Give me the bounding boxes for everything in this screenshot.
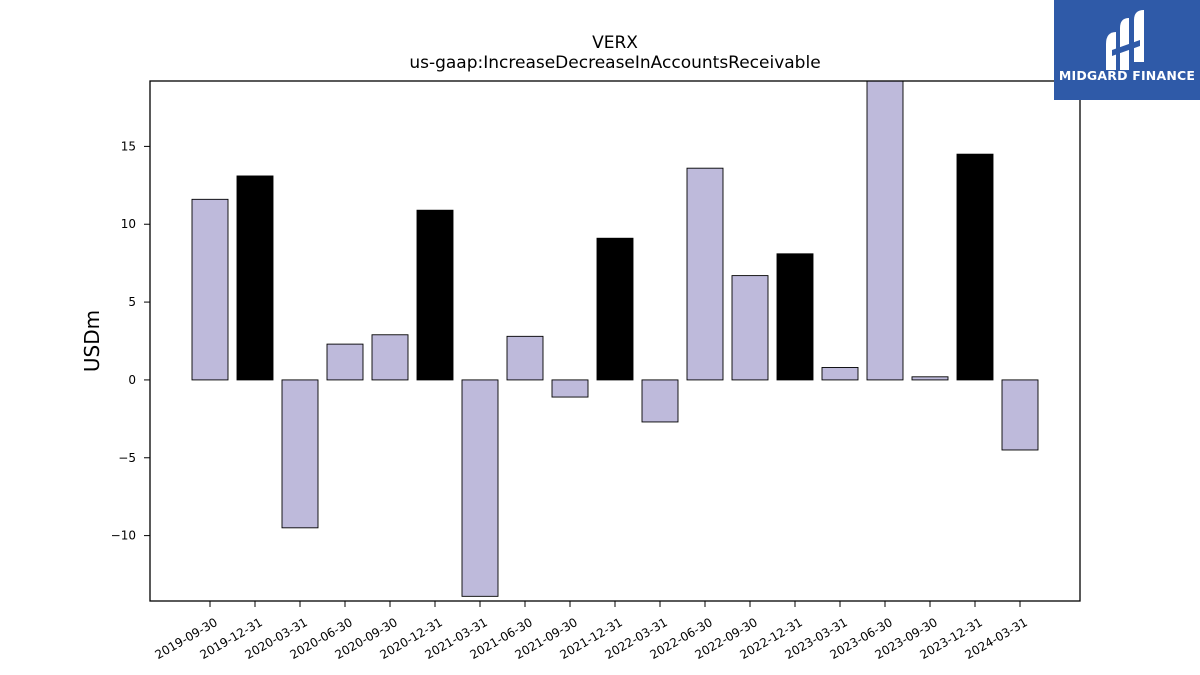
- x-ticks-group: 2019-09-302019-12-312020-03-312020-06-30…: [152, 601, 1030, 662]
- chart-subtitle: us-gaap:IncreaseDecreaseInAccountsReceiv…: [409, 53, 820, 73]
- y-tick-label: 10: [121, 217, 136, 231]
- bar-2021-09-30: [551, 379, 589, 398]
- chart-title: VERX: [592, 33, 638, 53]
- bar-2019-12-31: [236, 175, 274, 381]
- y-tick-label: 0: [128, 373, 136, 387]
- bar-2020-12-31: [416, 209, 454, 381]
- y-axis-label: USDm: [80, 310, 104, 372]
- bar-2022-09-30: [731, 275, 769, 381]
- bar-2023-09-30: [911, 376, 949, 381]
- y-tick-label: 15: [121, 139, 136, 153]
- bar-2020-03-31: [281, 379, 319, 529]
- bar-2022-03-31: [641, 379, 679, 423]
- midgard-logo-icon: [1106, 10, 1144, 70]
- bar-2023-12-31: [956, 153, 994, 381]
- bar-2024-03-31: [1001, 379, 1039, 451]
- y-tick-label: −5: [118, 451, 136, 465]
- bar-2019-09-30: [191, 198, 229, 381]
- bar-2020-06-30: [326, 343, 364, 381]
- bar-2021-06-30: [506, 335, 544, 381]
- brand-logo: MIDGARD FINANCE: [1054, 0, 1200, 100]
- bar-2020-09-30: [371, 334, 409, 381]
- y-ticks-group: −10 −5 0 5 10 15: [111, 139, 150, 543]
- bar-2022-06-30: [686, 167, 724, 381]
- bar-2022-12-31: [776, 253, 814, 381]
- bar-2023-06-30: [866, 80, 904, 381]
- bar-2021-03-31: [461, 379, 499, 597]
- y-tick-label: 5: [128, 295, 136, 309]
- bar-2021-12-31: [596, 237, 634, 381]
- bars-group: [191, 80, 1039, 597]
- brand-name: MIDGARD FINANCE: [1058, 68, 1196, 83]
- bar-2023-03-31: [821, 367, 859, 381]
- y-tick-label: −10: [111, 529, 136, 543]
- plot-frame: [149, 80, 1081, 602]
